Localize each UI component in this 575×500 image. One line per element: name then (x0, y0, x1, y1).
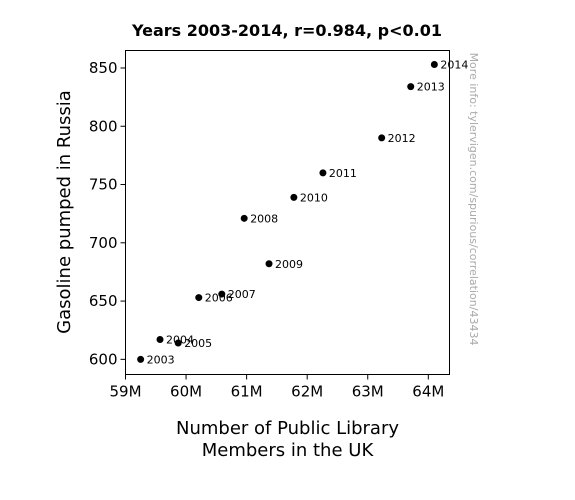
x-tick-label: 64M (412, 383, 444, 401)
x-tick-label: 60M (170, 383, 202, 401)
data-point-label: 2009 (275, 258, 303, 271)
x-tick-label: 59M (109, 383, 141, 401)
watermark-text: More info: tylervigen.com/spurious/corre… (467, 53, 480, 346)
y-tick-label: 850 (89, 59, 118, 77)
data-point (290, 193, 298, 201)
data-point (137, 355, 145, 363)
y-tick-label: 750 (89, 176, 118, 194)
data-point-label: 2013 (417, 81, 445, 94)
data-point (174, 339, 182, 347)
data-point-label: 2003 (147, 353, 175, 366)
data-point-label: 2004 (166, 334, 194, 347)
data-point-label: 2006 (205, 292, 233, 305)
data-point (378, 134, 386, 142)
data-point-label: 2008 (250, 212, 278, 225)
data-point-label: 2011 (329, 167, 357, 180)
data-point (195, 294, 203, 302)
data-points: 2003200420052006200720082009201020112012… (137, 58, 468, 366)
chart-title: Years 2003-2014, r=0.984, p<0.01 (131, 21, 442, 40)
y-tick-label: 650 (89, 292, 118, 310)
x-tick-label: 63M (352, 383, 384, 401)
axis-ticks: 59M 60M 61M 62M 63M 64M 600 650 700 750 800 850 (89, 59, 444, 401)
data-point (156, 336, 164, 344)
x-axis-label-line-2: Members in the UK (202, 440, 375, 461)
data-point (218, 290, 226, 298)
x-axis-label-line-1: Number of Public Library (176, 418, 399, 439)
data-point-label: 2014 (440, 58, 468, 71)
data-point (319, 169, 327, 177)
x-tick-label: 62M (291, 383, 323, 401)
y-tick-label: 600 (89, 350, 118, 368)
data-point-label: 2007 (228, 288, 256, 301)
data-point (407, 83, 415, 91)
data-point-label: 2010 (300, 191, 328, 204)
y-tick-label: 700 (89, 234, 118, 252)
y-axis-label: Gasoline pumped in Russia (54, 90, 75, 334)
x-tick-label: 61M (231, 383, 263, 401)
y-tick-label: 800 (89, 117, 118, 135)
data-point (240, 214, 248, 222)
data-point-label: 2012 (388, 132, 416, 145)
data-point (430, 60, 438, 68)
data-point (265, 260, 273, 268)
plot-area (125, 50, 450, 375)
data-point-label: 2005 (184, 337, 212, 350)
